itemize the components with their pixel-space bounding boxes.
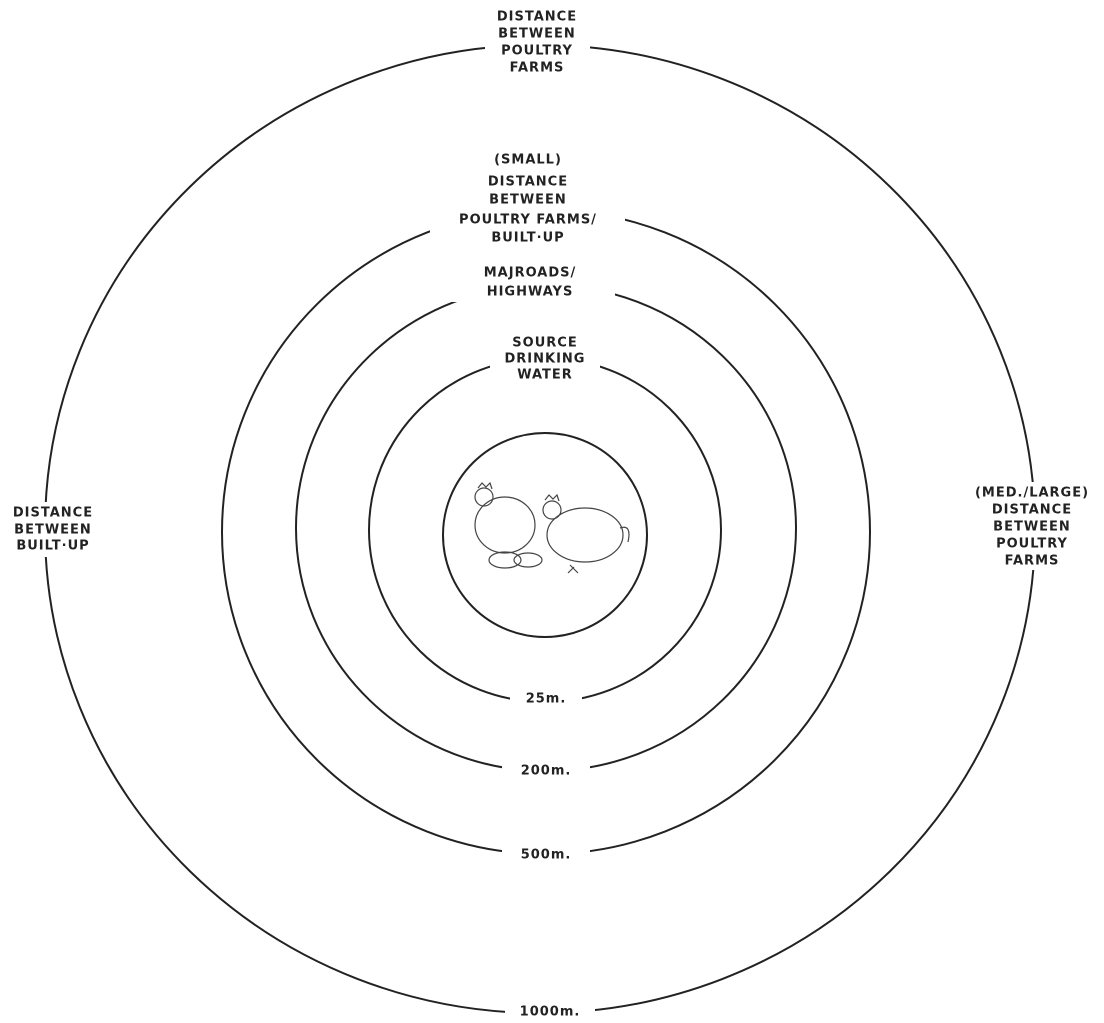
ring-label: DISTANCE bbox=[488, 175, 568, 190]
ring-label: SOURCE bbox=[512, 336, 577, 351]
ring-label: BETWEEN bbox=[498, 27, 576, 42]
label-outer-top: DISTANCE BETWEEN POULTRY FARMS bbox=[485, 6, 590, 78]
label-outer-left: DISTANCE BETWEEN BUILT·UP bbox=[2, 502, 106, 557]
ring-label: POULTRY bbox=[996, 537, 1068, 552]
label-small: (SMALL) DISTANCE BETWEEN POULTRY FARMS/ … bbox=[430, 150, 625, 248]
distance-label: 500m. bbox=[521, 848, 572, 863]
ring-label: FARMS bbox=[1005, 554, 1060, 569]
ring-label: (SMALL) bbox=[494, 153, 562, 168]
ring-label: WATER bbox=[517, 368, 573, 383]
ring-label: POULTRY bbox=[501, 44, 573, 59]
ring-label: DISTANCE bbox=[992, 503, 1072, 518]
ring-label: BUILT·UP bbox=[491, 231, 564, 246]
ring-label: DISTANCE bbox=[13, 506, 93, 521]
ring-label: MAJROADS/ bbox=[484, 266, 577, 281]
label-source: SOURCE DRINKING WATER bbox=[490, 332, 600, 384]
label-roads: MAJROADS/ HIGHWAYS bbox=[445, 262, 615, 302]
ring-label: BETWEEN bbox=[993, 520, 1071, 535]
distance-label: 25m. bbox=[526, 692, 567, 707]
ring-label: BETWEEN bbox=[14, 523, 92, 538]
ring-label: DISTANCE bbox=[497, 10, 577, 25]
ring-label: (MED./LARGE) bbox=[975, 486, 1089, 501]
ring bbox=[222, 210, 870, 854]
ring-label: BETWEEN bbox=[489, 193, 567, 208]
ring-label: HIGHWAYS bbox=[487, 285, 574, 300]
distance-label: 200m. bbox=[521, 764, 572, 779]
center-ring bbox=[443, 433, 647, 637]
ring-label: POULTRY FARMS/ bbox=[459, 213, 597, 228]
ring-label: DRINKING bbox=[505, 352, 586, 367]
distance-label: 1000m. bbox=[520, 1005, 581, 1020]
label-outer-right: (MED./LARGE) DISTANCE BETWEEN POULTRY FA… bbox=[968, 482, 1098, 570]
ring bbox=[369, 358, 721, 702]
ring-label: BUILT·UP bbox=[16, 539, 89, 554]
diagram: SOURCE DRINKING WATER MAJROADS/ HIGHWAYS… bbox=[0, 0, 1104, 1023]
hens bbox=[475, 483, 629, 573]
ring-label: FARMS bbox=[510, 61, 565, 76]
